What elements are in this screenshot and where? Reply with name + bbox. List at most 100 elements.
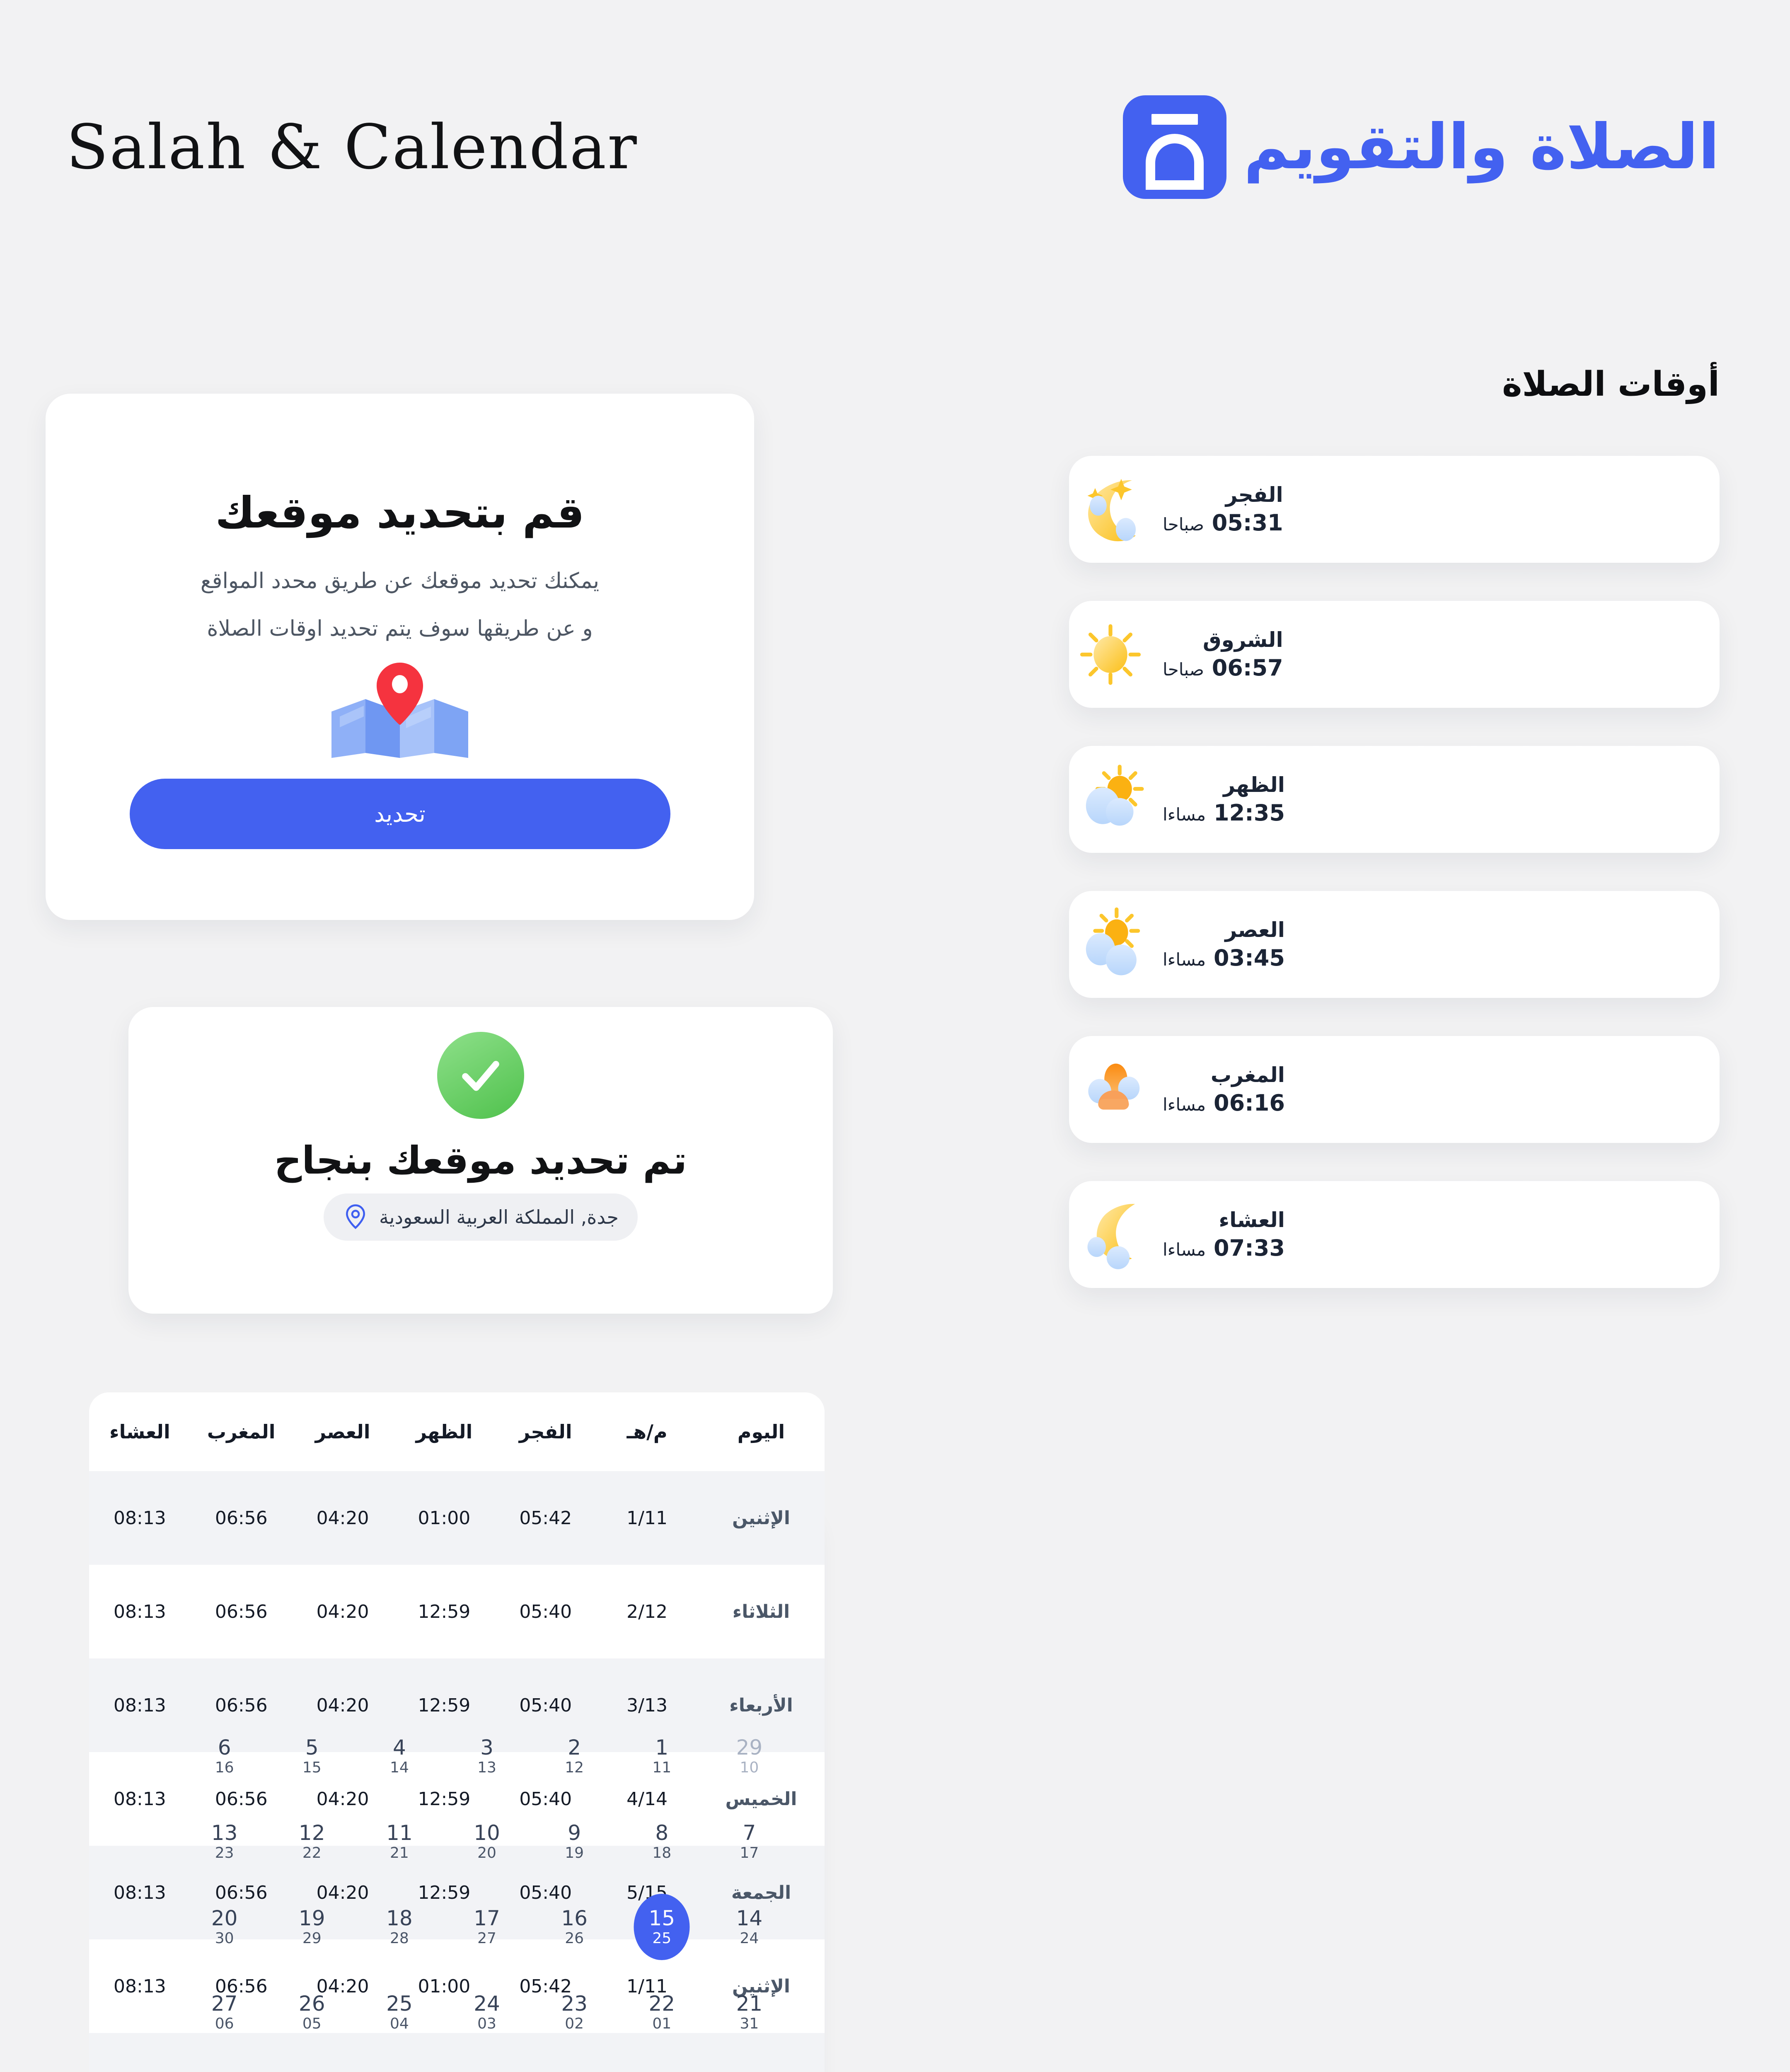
calendar-day-cell[interactable]: 2 12 [531, 1714, 618, 1799]
calendar-day-cell[interactable]: 25 04 [356, 1970, 443, 2055]
sunset-cloud-icon [1088, 1063, 1140, 1110]
calendar-day-cell[interactable]: 12 22 [268, 1799, 356, 1884]
table-cell-day: الأربعاء [729, 1694, 793, 1716]
calendar-day-cell[interactable]: 27 06 [181, 1970, 268, 2055]
day-gregorian-number: 27 [477, 1930, 496, 1947]
calendar-day-cell[interactable]: 23 02 [531, 1970, 618, 2055]
table-row[interactable]: الإثنين 1/11 05:42 01:00 04:20 06:56 08:13 [89, 1471, 825, 1565]
table-cell-value: 2/12 [626, 1601, 668, 1622]
prayer-time-meridiem: مساءا [1163, 949, 1206, 970]
calendar-day-cell[interactable]: 1 11 [618, 1714, 706, 1799]
table-column-header: الظهر [416, 1421, 473, 1443]
prayer-time-card[interactable]: الفجر 05:31 صباحا [1069, 456, 1720, 563]
day-gregorian-number: 06 [215, 2015, 234, 2032]
calendar-day-cell[interactable]: 5 15 [268, 1714, 356, 1799]
prayer-time-card[interactable]: المغرب 06:16 مساءا [1069, 1036, 1720, 1143]
table-column-header: العشاء [109, 1421, 170, 1443]
table-row[interactable]: الجمعة 5/15 05:40 12:59 04:20 06:56 08:13 [89, 1846, 825, 1939]
prayer-time-meridiem: صباحا [1163, 514, 1204, 535]
table-cell-value: 3/13 [626, 1694, 668, 1716]
calendar-day-cell[interactable]: 6 16 [181, 1714, 268, 1799]
logo-bar [1151, 114, 1198, 125]
calendar-day-cell[interactable]: 7 17 [706, 1799, 793, 1884]
sunset-cloud-icon [1069, 1051, 1152, 1128]
day-hijri-number: 6 [218, 1736, 231, 1760]
prayer-time-card[interactable]: العصر 03:45 مساءا [1069, 891, 1720, 998]
locate-title: قم بتحديد موقعك [215, 487, 585, 538]
location-pin-icon [377, 662, 423, 725]
calendar-day-cell[interactable]: 10 20 [443, 1799, 530, 1884]
calendar-day-cell[interactable]: 16 26 [531, 1884, 618, 1970]
calendar-day-cell[interactable]: 18 28 [356, 1884, 443, 1970]
day-hijri-number: 3 [480, 1736, 493, 1760]
calendar-day-cell[interactable]: 20 30 [181, 1884, 268, 1970]
table-cell-value: 1/11 [626, 1975, 668, 1997]
calendar-day-cell[interactable]: 17 27 [443, 1884, 530, 1970]
day-gregorian-number: 16 [215, 1759, 234, 1776]
prayer-time-number: 12:35 [1214, 800, 1285, 826]
check-glyph [462, 1061, 499, 1091]
prayer-time-value: 06:16 مساءا [1163, 1092, 1285, 1114]
table-row[interactable]: الإثنين 1/11 05:42 01:00 04:20 06:56 08:13 [89, 1939, 825, 2033]
table-cell-value: 06:56 [215, 1601, 268, 1622]
day-gregorian-number: 03 [477, 2015, 496, 2032]
prayer-time-value: 12:35 مساءا [1163, 802, 1285, 824]
calendar-day-cell[interactable]: 26 05 [268, 1970, 356, 2055]
prayer-time-value: 03:45 مساءا [1163, 947, 1285, 969]
table-cell-value: 05:42 [519, 1975, 572, 1997]
page-title-group: الصلاة والتقويم [1122, 95, 1720, 199]
prayer-time-meridiem: مساءا [1163, 804, 1206, 825]
calendar-day-cell[interactable]: 8 18 [618, 1799, 706, 1884]
prayer-time-card[interactable]: الظهر 12:35 مساءا [1069, 746, 1720, 853]
prayer-time-card[interactable]: العشاء 07:33 مساءا [1069, 1181, 1720, 1288]
day-gregorian-number: 26 [565, 1930, 584, 1947]
calendar-day-cell[interactable]: 29 10 [706, 1714, 793, 1799]
table-cell-day: الجمعة [731, 1882, 791, 1903]
day-gregorian-number: 22 [302, 1844, 322, 1861]
day-hijri-number: 15 [648, 1906, 675, 1930]
table-row[interactable]: الخميس 4/14 05:40 12:59 04:20 06:56 08:13 [89, 1752, 825, 1846]
calendar-day-cell[interactable]: 15 25 [618, 1884, 706, 1970]
table-cell-value: 12:59 [418, 1882, 471, 1903]
day-gregorian-number: 21 [389, 1844, 409, 1861]
calendar-day-cell[interactable]: 21 31 [706, 1970, 793, 2055]
moon-stars-cloud-icon [1069, 471, 1152, 548]
prayer-name: الظهر [1223, 773, 1285, 797]
sun-behind-cloud-icon [1086, 764, 1144, 825]
table-cell-value: 12:59 [418, 1694, 471, 1716]
page-title-english: Salah & Calendar [66, 111, 638, 183]
prayer-time-card[interactable]: الشروق 06:57 صباحا [1069, 601, 1720, 708]
day-hijri-number: 1 [655, 1736, 669, 1760]
day-hijri-number: 5 [305, 1736, 319, 1760]
table-cell-value: 05:40 [519, 1601, 572, 1622]
prayer-name: العصر [1225, 918, 1285, 942]
table-cell-value: 05:40 [519, 1694, 572, 1716]
table-cell-value: 1/11 [626, 1507, 668, 1529]
day-gregorian-number: 13 [477, 1759, 496, 1776]
prayer-time-meridiem: مساءا [1163, 1094, 1206, 1115]
prayer-time-meridiem: مساءا [1163, 1239, 1206, 1260]
prayer-text-group: المغرب 06:16 مساءا [1163, 1065, 1285, 1114]
page-header: Salah & Calendar الصلاة والتقويم [0, 95, 1790, 199]
day-hijri-number: 11 [386, 1821, 413, 1845]
calendar-day-cell[interactable]: 14 24 [706, 1884, 793, 1970]
calendar-day-cell[interactable]: 19 29 [268, 1884, 356, 1970]
calendar-day-cell[interactable]: 13 23 [181, 1799, 268, 1884]
table-column-header: الفجر [519, 1421, 572, 1443]
calendar-day-cell[interactable]: 22 01 [618, 1970, 706, 2055]
calendar-day-cell[interactable]: 9 19 [531, 1799, 618, 1884]
table-cell-value: 04:20 [316, 1975, 369, 1997]
table-cell-value: 08:13 [114, 1694, 166, 1716]
locate-button[interactable]: تحديد [129, 778, 670, 849]
table-cell-value: 06:56 [215, 1975, 268, 1997]
calendar-day-cell[interactable]: 3 13 [443, 1714, 530, 1799]
mihrab-logo-icon [1122, 95, 1226, 199]
sun-behind-clouds-icon [1069, 906, 1152, 983]
day-gregorian-number: 17 [740, 1844, 759, 1861]
calendar-day-cell[interactable]: 24 03 [443, 1970, 530, 2055]
table-row[interactable]: الأربعاء 3/13 05:40 12:59 04:20 06:56 08:13 [89, 1658, 825, 1752]
calendar-day-cell[interactable]: 11 21 [356, 1799, 443, 1884]
calendar-day-cell[interactable]: 4 14 [356, 1714, 443, 1799]
